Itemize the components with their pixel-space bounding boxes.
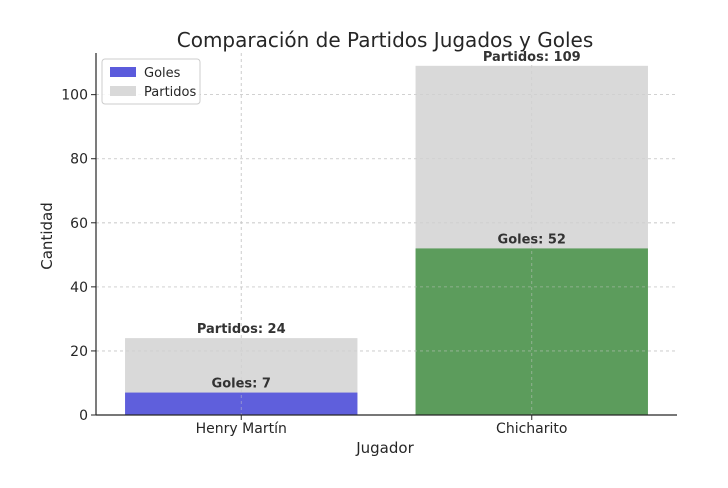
chart-title: Comparación de Partidos Jugados y Goles: [177, 28, 593, 52]
data-label-goles-0: Goles: 7: [212, 377, 271, 392]
legend-swatch-partidos: [110, 86, 136, 96]
bars-layer: [125, 65, 648, 416]
y-tick-label-5: 100: [61, 88, 88, 104]
y-tick-label-4: 80: [70, 152, 88, 168]
x-tick-label-1: Chicharito: [496, 421, 567, 437]
x-tick-label-0: Henry Martín: [196, 421, 287, 437]
data-label-partidos-0: Partidos: 24: [197, 322, 286, 337]
y-tick-label-2: 40: [70, 280, 88, 296]
legend-label-goles: Goles: [144, 66, 181, 81]
axes-layer: 0 20 40 60 80 100 Henry Martín Chicharito: [61, 53, 677, 437]
y-tick-label-0: 0: [79, 408, 88, 424]
data-label-goles-1: Goles: 52: [498, 232, 566, 247]
data-label-partidos-1: Partidos: 109: [483, 50, 581, 65]
legend-label-partidos: Partidos: [144, 85, 196, 100]
x-axis-label: Jugador: [355, 439, 414, 457]
legend-swatch-goles: [110, 67, 136, 77]
y-tick-label-1: 20: [70, 344, 88, 360]
y-axis-label: Cantidad: [38, 202, 56, 269]
y-tick-label-3: 60: [70, 216, 88, 232]
legend: Goles Partidos: [101, 58, 201, 105]
